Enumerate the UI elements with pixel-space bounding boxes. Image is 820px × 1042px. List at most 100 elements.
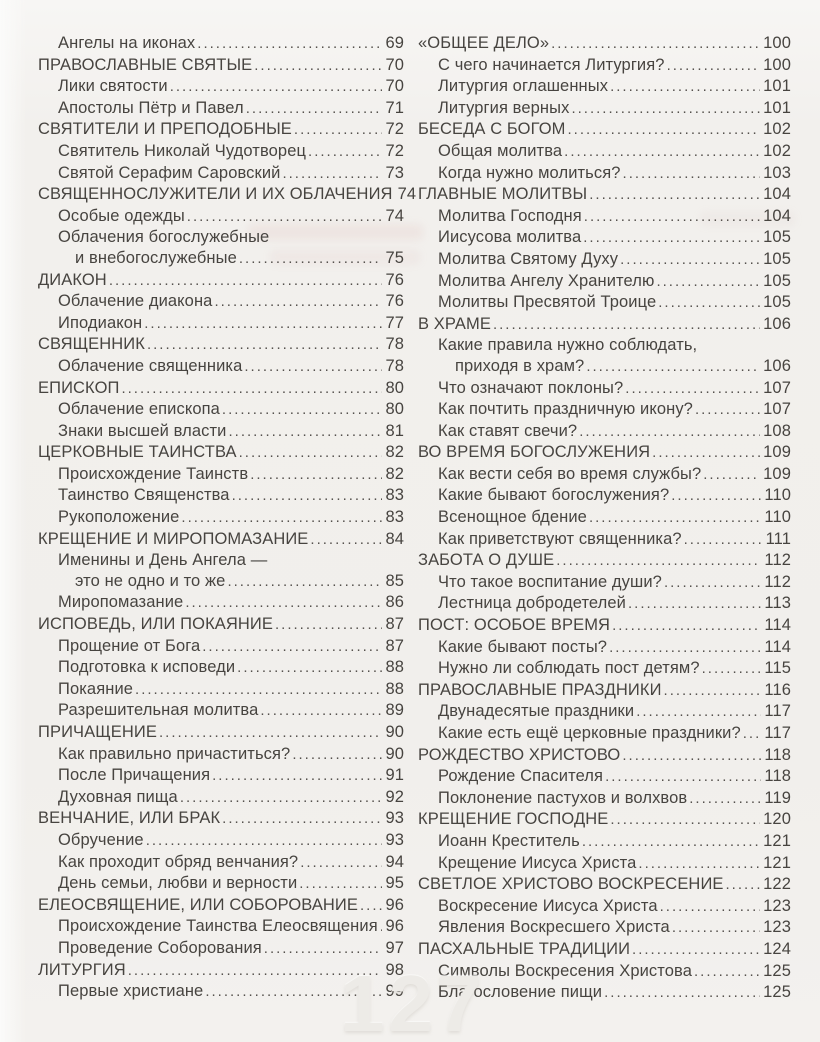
toc-entry-label: Какие есть ещё церковные праздники? [438, 724, 741, 742]
toc-entry-label: Какие правила нужно соблюдать, [438, 336, 698, 355]
toc-leader-dots [308, 141, 382, 163]
toc-entry: «ОБЩЕЕ ДЕЛО» 100 [418, 33, 791, 55]
toc-leader-dots [652, 442, 760, 464]
toc-entry-label: Символы Воскресения Христова [438, 961, 692, 980]
toc-entry: В ХРАМЕ 106 [418, 314, 791, 336]
toc-leader-dots [609, 637, 761, 659]
toc-leader-dots [146, 830, 383, 852]
toc-leader-dots [181, 507, 382, 529]
toc-entry-page: 111 [765, 529, 791, 548]
toc-entry-label: Именины и День Ангела — [58, 551, 268, 570]
toc-entry: Иоанн Креститель 121 [418, 831, 791, 853]
toc-entry-page: 76 [385, 270, 404, 289]
toc-entry: Подготовка к исповеди 88 [38, 657, 404, 679]
toc-entry: Прощение от Бога 87 [38, 636, 404, 658]
toc-entry-label: Рукоположение [58, 508, 180, 527]
toc-entry: Первые христиане 99 [38, 981, 404, 1003]
toc-leader-dots [583, 227, 760, 249]
toc-entry-label: Подготовка к исповеди [58, 658, 236, 677]
toc-entry: Какие правила нужно соблюдать, [418, 335, 791, 356]
toc-entry-label: Какие бывают богослужения? [438, 486, 670, 505]
toc-entry-label: Обручение [58, 830, 144, 849]
toc-entry: СВЯЩЕННИК 78 [38, 334, 404, 356]
toc-entry-page: 80 [385, 400, 404, 419]
toc-entry-page: 114 [764, 637, 791, 656]
toc-entry-page: 105 [763, 249, 791, 268]
toc-entry-page: 100 [763, 55, 791, 74]
toc-entry-label: Иподиакон [58, 313, 143, 332]
toc-entry: Святой Серафим Саровский 73 [38, 163, 404, 185]
toc-leader-dots [187, 206, 383, 228]
toc-entry-label: ЕЛЕОСВЯЩЕНИЕ, ИЛИ СОБОРОВАНИЕ [38, 895, 359, 914]
toc-entry: Таинство Священства 83 [38, 485, 404, 507]
toc-leader-dots [202, 636, 382, 658]
toc-entry-page: 102 [763, 120, 791, 139]
toc-entry-label: Происхождение Таинств [58, 464, 249, 483]
toc-leader-dots [694, 961, 760, 983]
toc-leader-dots [672, 917, 760, 939]
toc-entry-page: 105 [763, 228, 791, 247]
toc-leader-dots [625, 378, 760, 400]
toc-entry-page: 75 [385, 248, 404, 267]
toc-leader-dots [556, 550, 761, 572]
toc-entry-page: 94 [385, 852, 404, 871]
toc-entry-label: СВЯЩЕННОСЛУЖИТЕЛИ И ИХ ОБЛАЧЕНИЯ [38, 185, 393, 204]
toc-leader-dots [380, 916, 383, 938]
toc-entry-label: Как ставят свечи? [438, 421, 578, 440]
toc-entry-label: Нужно ли соблюдать пост детям? [438, 659, 700, 678]
toc-entry-page: 109 [763, 443, 791, 462]
toc-entry-label: Знаки высшей власти [58, 421, 227, 440]
toc-entry-label: Как почтить праздничную икону? [438, 400, 693, 419]
toc-entry-page: 83 [385, 508, 404, 527]
toc-entry-label: Миропомазание [58, 593, 184, 612]
toc-entry-label: Литургия оглашенных [438, 77, 609, 96]
toc-entry: Молитва Святому Духу 105 [418, 249, 791, 271]
toc-leader-dots [135, 679, 382, 701]
toc-entry-label: Общая молитва [438, 141, 563, 160]
toc-entry-label: Проведение Соборования [58, 938, 262, 957]
toc-entry: Как ставят свечи? 108 [418, 421, 791, 443]
toc-leader-dots [282, 163, 382, 185]
toc-entry: Лики святости 70 [38, 76, 404, 98]
toc-leader-dots [144, 313, 382, 335]
toc-leader-dots [254, 55, 382, 77]
toc-entry-label: Облачения богослужебные [58, 228, 270, 247]
toc-leader-dots [227, 571, 382, 593]
toc-entry: Крещение Иисуса Христа 121 [418, 853, 791, 875]
toc-entry-page: 96 [385, 895, 404, 914]
toc-entry: Особые одежды 74 [38, 206, 404, 228]
toc-entry-label: приходя в храм? [455, 356, 585, 375]
toc-leader-dots [246, 98, 383, 120]
toc-entry-label: ПОСТ: ОСОБОЕ ВРЕМЯ [418, 616, 611, 635]
toc-entry: Облачение диакона 76 [38, 291, 404, 313]
toc-entry: СВЯЩЕННОСЛУЖИТЕЛИ И ИХ ОБЛАЧЕНИЯ 74 [38, 184, 416, 206]
toc-leader-dots [239, 248, 383, 270]
toc-entry-page: 76 [385, 292, 404, 311]
toc-entry-page: 104 [763, 185, 791, 204]
toc-entry-label: ЦЕРКОВНЫЕ ТАИНСТВА [38, 443, 237, 462]
toc-entry-page: 91 [385, 766, 404, 785]
toc-leader-dots [121, 378, 382, 400]
toc-entry: ПРАВОСЛАВНЫЕ СВЯТЫЕ 70 [38, 55, 404, 77]
toc-entry-page: 125 [763, 983, 791, 1002]
toc-entry: Рукоположение 83 [38, 507, 404, 529]
toc-entry-label: Разрешительная молитва [58, 701, 259, 720]
toc-entry-page: 122 [763, 875, 791, 894]
toc-entry: Молитва Ангелу Хранителю 105 [418, 271, 791, 293]
toc-entry-page: 114 [764, 616, 791, 635]
toc-entry-label: После Причащения [58, 766, 211, 785]
toc-leader-dots [584, 206, 760, 228]
toc-entry: Литургия верных 101 [418, 98, 791, 120]
toc-entry-page: 74 [385, 206, 404, 225]
toc-entry: Поклонение пастухов и волхвов 119 [418, 788, 791, 810]
toc-entry-page: 123 [763, 918, 791, 937]
toc-entry-label: Особые одежды [58, 206, 185, 225]
toc-leader-dots [656, 271, 760, 293]
toc-entry: Апостолы Пётр и Павел 71 [38, 98, 404, 120]
toc-entry: КРЕЩЕНИЕ ГОСПОДНЕ 120 [418, 809, 791, 831]
toc-entry: ВЕНЧАНИЕ, ИЛИ БРАК 93 [38, 808, 404, 830]
toc-leader-dots [260, 700, 382, 722]
toc-leader-dots [292, 744, 382, 766]
toc-entry: ГЛАВНЫЕ МОЛИТВЫ 104 [418, 184, 791, 206]
